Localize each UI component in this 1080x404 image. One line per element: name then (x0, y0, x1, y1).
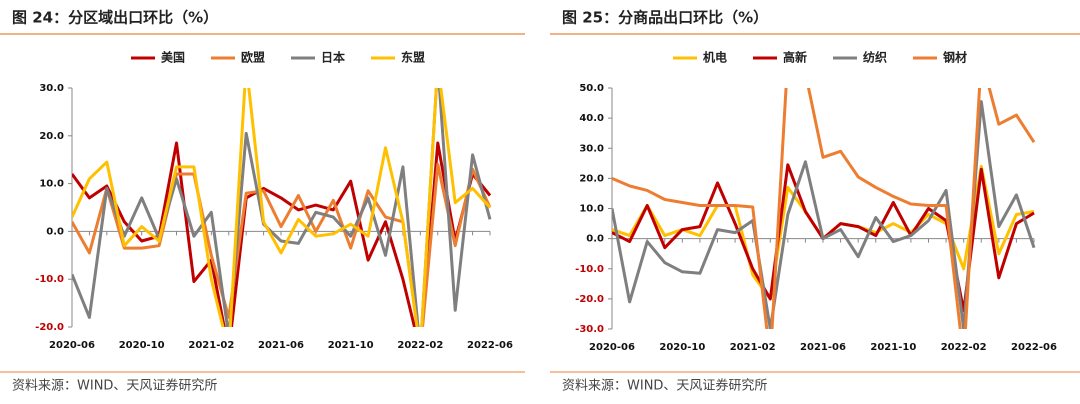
x-tick-label: 2022-06 (1011, 342, 1057, 353)
y-tick-label: 40.0 (579, 113, 604, 124)
y-tick-label: 20.0 (39, 131, 64, 142)
y-tick-label: 30.0 (579, 143, 604, 154)
series-line (612, 88, 1036, 329)
series-line (72, 88, 492, 327)
legend-label: 钢材 (943, 50, 967, 65)
y-tick-label: 10.0 (39, 179, 64, 190)
x-tick-label: 2022-06 (467, 340, 513, 351)
series-line (72, 88, 492, 327)
x-tick-label: 2021-10 (870, 342, 916, 353)
source: 资料来源：WIND、天风证券研究所 (12, 378, 217, 394)
legend-label: 日本 (321, 50, 345, 65)
y-tick-label: -20.0 (35, 322, 64, 333)
x-tick-label: 2021-10 (328, 340, 374, 351)
y-tick-label: 50.0 (579, 83, 604, 94)
x-tick-label: 2021-02 (188, 340, 234, 351)
y-tick-label: -30.0 (575, 324, 604, 335)
x-tick-label: 2020-10 (119, 340, 165, 351)
legend-label: 机电 (703, 50, 727, 65)
legend-label: 纺织 (863, 50, 887, 65)
chart-title: 图 24：分区域出口环比（%） (12, 9, 218, 27)
x-tick-label: 2020-06 (589, 342, 635, 353)
series-line (72, 163, 492, 327)
y-tick-label: 10.0 (579, 204, 604, 215)
x-tick-label: 2020-06 (49, 340, 95, 351)
y-tick-label: -20.0 (575, 294, 604, 305)
x-tick-label: 2021-02 (730, 342, 776, 353)
legend-label: 高新 (783, 50, 807, 65)
y-tick-label: 0.0 (46, 226, 64, 237)
legend-label: 欧盟 (241, 50, 265, 65)
y-tick-label: -10.0 (575, 264, 604, 275)
series-line (72, 141, 492, 327)
y-tick-label: -10.0 (35, 274, 64, 285)
x-tick-label: 2020-10 (659, 342, 705, 353)
chart-title: 图 25：分商品出口环比（%） (562, 9, 768, 27)
series-line (612, 100, 1036, 329)
source: 资料来源：WIND、天风证券研究所 (562, 378, 767, 394)
x-tick-label: 2021-06 (258, 340, 304, 351)
y-tick-label: 30.0 (39, 83, 64, 94)
x-tick-label: 2022-02 (397, 340, 443, 351)
y-tick-label: 20.0 (579, 173, 604, 184)
y-tick-label: 0.0 (586, 234, 604, 245)
x-tick-label: 2021-06 (800, 342, 846, 353)
legend-label: 美国 (161, 50, 185, 65)
x-tick-label: 2022-02 (941, 342, 987, 353)
legend-label: 东盟 (401, 50, 425, 65)
